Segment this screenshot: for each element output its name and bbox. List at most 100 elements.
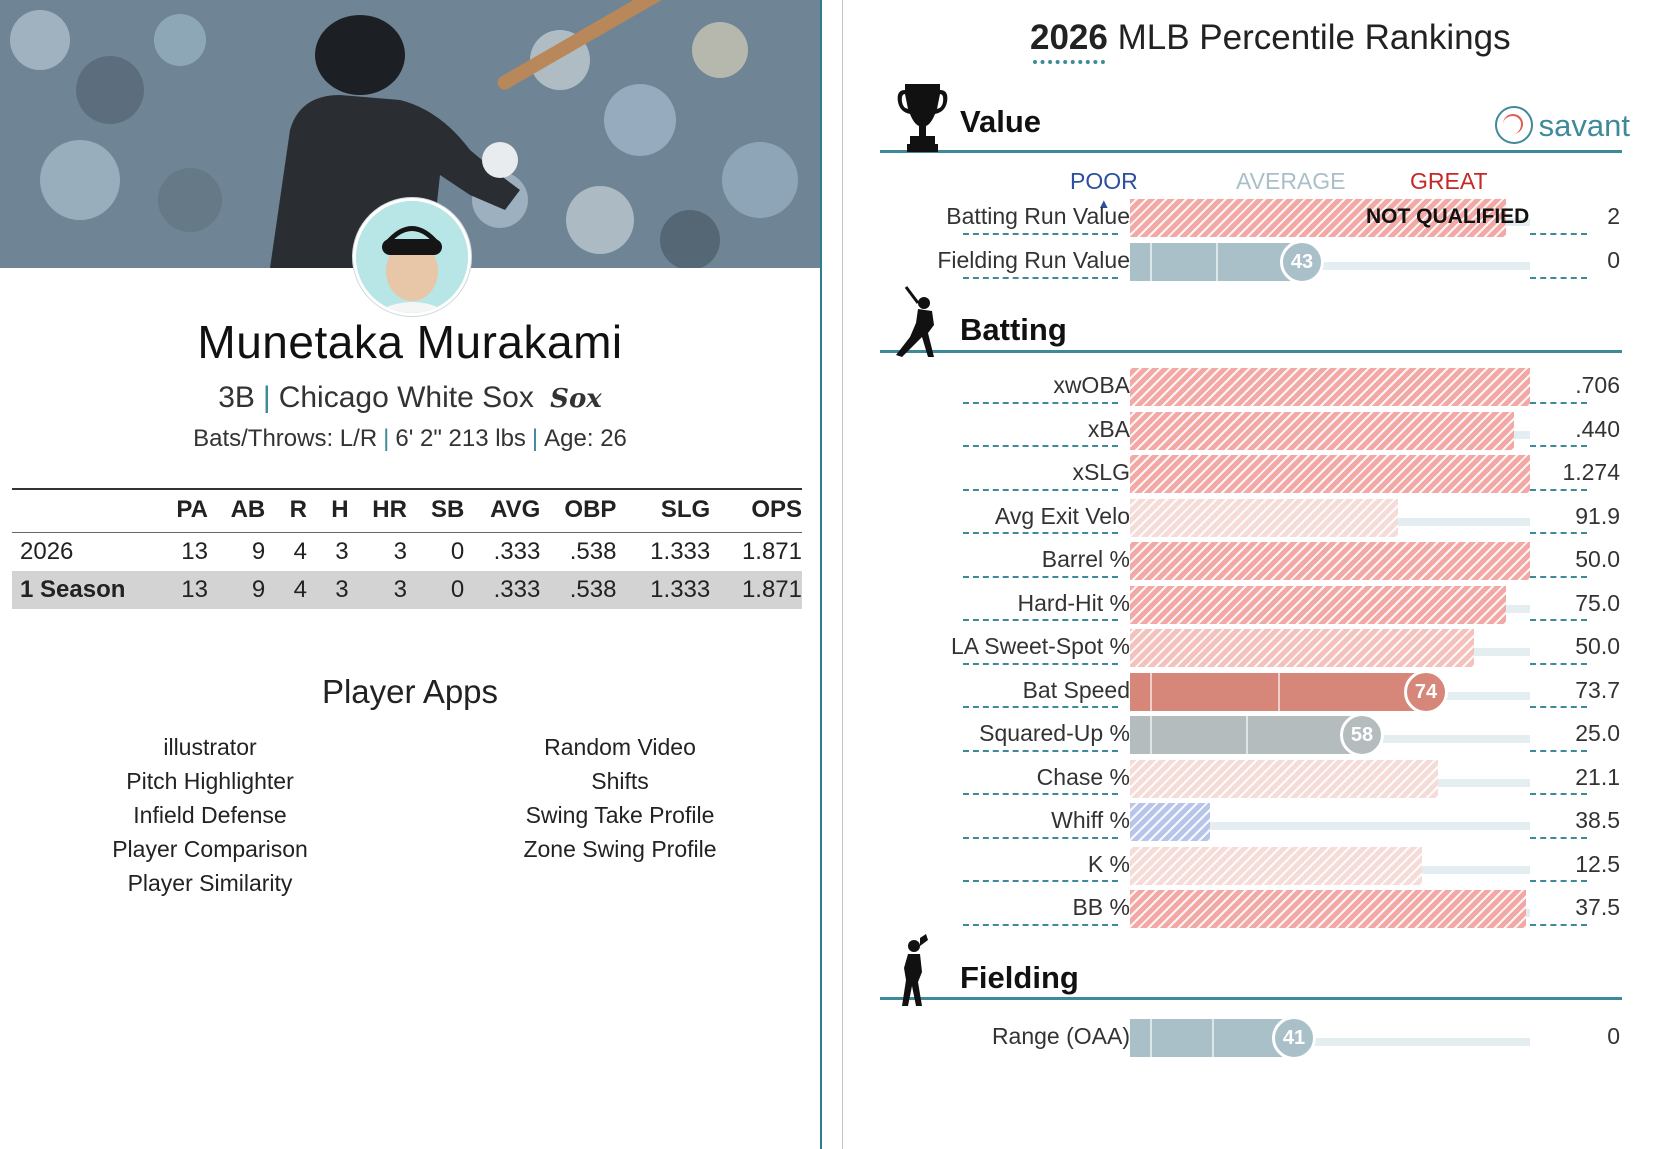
metric-value: 21.1 [1575, 763, 1620, 790]
row-divider [1530, 532, 1587, 534]
percentile-row[interactable]: Hard-Hit % 75.0 [870, 585, 1650, 634]
percentile-row[interactable]: xBA .440 [870, 411, 1650, 460]
table-cell: 9 [251, 538, 266, 565]
row-divider [963, 532, 1118, 534]
percentile-row[interactable]: BB % 37.5 [870, 890, 1650, 938]
app-link-pitch-highlighter[interactable]: Pitch Highlighter [126, 768, 294, 794]
metric-value: 1.274 [1562, 459, 1620, 485]
percentile-row[interactable]: xSLG 1.274 [870, 455, 1650, 503]
player-avatar [353, 198, 471, 316]
percentile-bar [1130, 368, 1530, 406]
row-divider [1530, 233, 1587, 235]
player-team-line: 3B | Chicago White Sox Sox [0, 381, 820, 415]
percentile-row[interactable]: Avg Exit Velo 91.9 [870, 498, 1650, 547]
percentile-bar [1130, 585, 1506, 624]
stats-header-ab: AB [207, 488, 266, 533]
metric-label: Chase % [1036, 763, 1130, 790]
apps-right-column: Random Video Shifts Swing Take Profile Z… [470, 730, 770, 866]
player-action-photo [0, 0, 820, 268]
app-link-zone-swing-profile[interactable]: Zone Swing Profile [523, 836, 717, 862]
fielding-section-rule [880, 997, 1622, 1000]
bar-tick [1150, 1019, 1152, 1057]
metric-label: Batting Run Value [946, 203, 1130, 229]
stats-table: PA AB R H HR SB AVG OBP SLG OPS 2026 13 … [12, 488, 802, 609]
metric-value: 50.0 [1575, 633, 1620, 659]
metric-label: BB % [1072, 894, 1130, 920]
savant-brand[interactable]: savant [1494, 105, 1630, 147]
percentile-row[interactable]: Whiff % 38.5 [870, 803, 1650, 851]
row-divider [963, 401, 1118, 404]
percentile-row[interactable]: Fielding Run Value 43 0 [870, 240, 1650, 291]
row-divider [1530, 836, 1587, 839]
app-link-swing-take-profile[interactable]: Swing Take Profile [525, 802, 715, 828]
row-divider [1530, 662, 1587, 665]
bar-tick [1150, 716, 1152, 754]
table-cell: 4 [265, 571, 307, 609]
stats-header-pa: PA [155, 488, 208, 533]
metric-label: Squared-Up % [979, 720, 1130, 746]
separator: | [262, 381, 271, 414]
table-cell: .538 [540, 571, 617, 609]
percentile-row[interactable]: K % 12.5 [870, 846, 1650, 895]
percentile-bar [1130, 846, 1422, 885]
metric-value: .440 [1575, 415, 1620, 442]
percentile-badge: 74 [1404, 669, 1448, 714]
percentile-track [1130, 822, 1530, 830]
separator: | [531, 425, 539, 452]
metric-label: Avg Exit Velo [994, 502, 1130, 529]
percentile-row[interactable]: Batting Run Value NOT QUALIFIED 2 [870, 199, 1650, 247]
app-link-random-video[interactable]: Random Video [544, 734, 696, 760]
action-photo-graphic [0, 0, 820, 268]
percentile-bar [1130, 716, 1362, 754]
scale-average-label: AVERAGE [1236, 168, 1346, 194]
row-divider [1530, 749, 1587, 752]
metric-label: xSLG [1072, 459, 1130, 485]
player-apps-title: Player Apps [321, 673, 499, 710]
app-link-shifts[interactable]: Shifts [591, 768, 649, 794]
percentile-bar [1130, 411, 1514, 450]
metric-value: 2 [1607, 203, 1620, 229]
white-sox-logo-icon: Sox [550, 384, 602, 414]
percentile-bar [1130, 455, 1530, 493]
stats-header-obp: OBP [540, 488, 617, 533]
app-link-player-similarity[interactable]: Player Similarity [127, 870, 293, 896]
metric-label: Bat Speed [1022, 676, 1130, 703]
table-cell: 0 [450, 538, 465, 565]
percentile-row[interactable]: Range (OAA) 41 0 [870, 1016, 1650, 1067]
bar-tick [1216, 243, 1218, 281]
player-position: 3B [218, 381, 255, 414]
batter-silhouette-icon [896, 286, 934, 357]
table-cell: 1 Season [12, 571, 156, 609]
metric-value: 25.0 [1575, 720, 1620, 746]
percentile-row[interactable]: Bat Speed 74 73.7 [870, 669, 1650, 721]
percentile-bar [1130, 629, 1474, 667]
percentile-row[interactable]: Squared-Up % 58 25.0 [870, 713, 1650, 764]
row-divider [1530, 401, 1587, 404]
not-qualified-label: NOT QUALIFIED [1366, 205, 1530, 228]
app-link-infield-defense[interactable]: Infield Defense [133, 802, 287, 828]
scale-poor: POOR ▲ [1070, 168, 1138, 210]
percentile-track [1130, 262, 1530, 270]
stats-header-ops: OPS [710, 488, 802, 533]
panel-divider-light [842, 0, 843, 1149]
row-divider [963, 619, 1118, 621]
row-divider [1530, 488, 1587, 491]
player-panel: Munetaka Murakami 3B | Chicago White Sox S… [0, 0, 820, 1149]
percentile-row[interactable]: xwOBA .706 [870, 368, 1650, 416]
percentile-row[interactable]: Barrel % 50.0 [870, 542, 1650, 590]
row-divider [963, 575, 1118, 578]
bats-throws: Bats/Throws: L/R [193, 425, 378, 452]
team-name[interactable]: Chicago White Sox [278, 381, 534, 414]
percentile-row[interactable]: LA Sweet-Spot % 50.0 [870, 629, 1650, 677]
percentile-badge: 43 [1280, 240, 1324, 284]
row-divider [963, 880, 1118, 882]
row-divider [963, 277, 1118, 279]
table-cell: 2026 [20, 538, 74, 565]
row-divider [1530, 277, 1587, 279]
stats-row-2026: 2026 13 9 4 3 3 0 .333 .538 1.333 1.871 [12, 533, 802, 572]
fielding-section-title: Fielding [960, 960, 1079, 995]
percentile-row[interactable]: Chase % 21.1 [870, 759, 1650, 808]
app-link-player-comparison[interactable]: Player Comparison [112, 836, 308, 862]
table-cell: 3 [348, 571, 407, 609]
app-link-illustrator[interactable]: illustrator [163, 734, 257, 760]
